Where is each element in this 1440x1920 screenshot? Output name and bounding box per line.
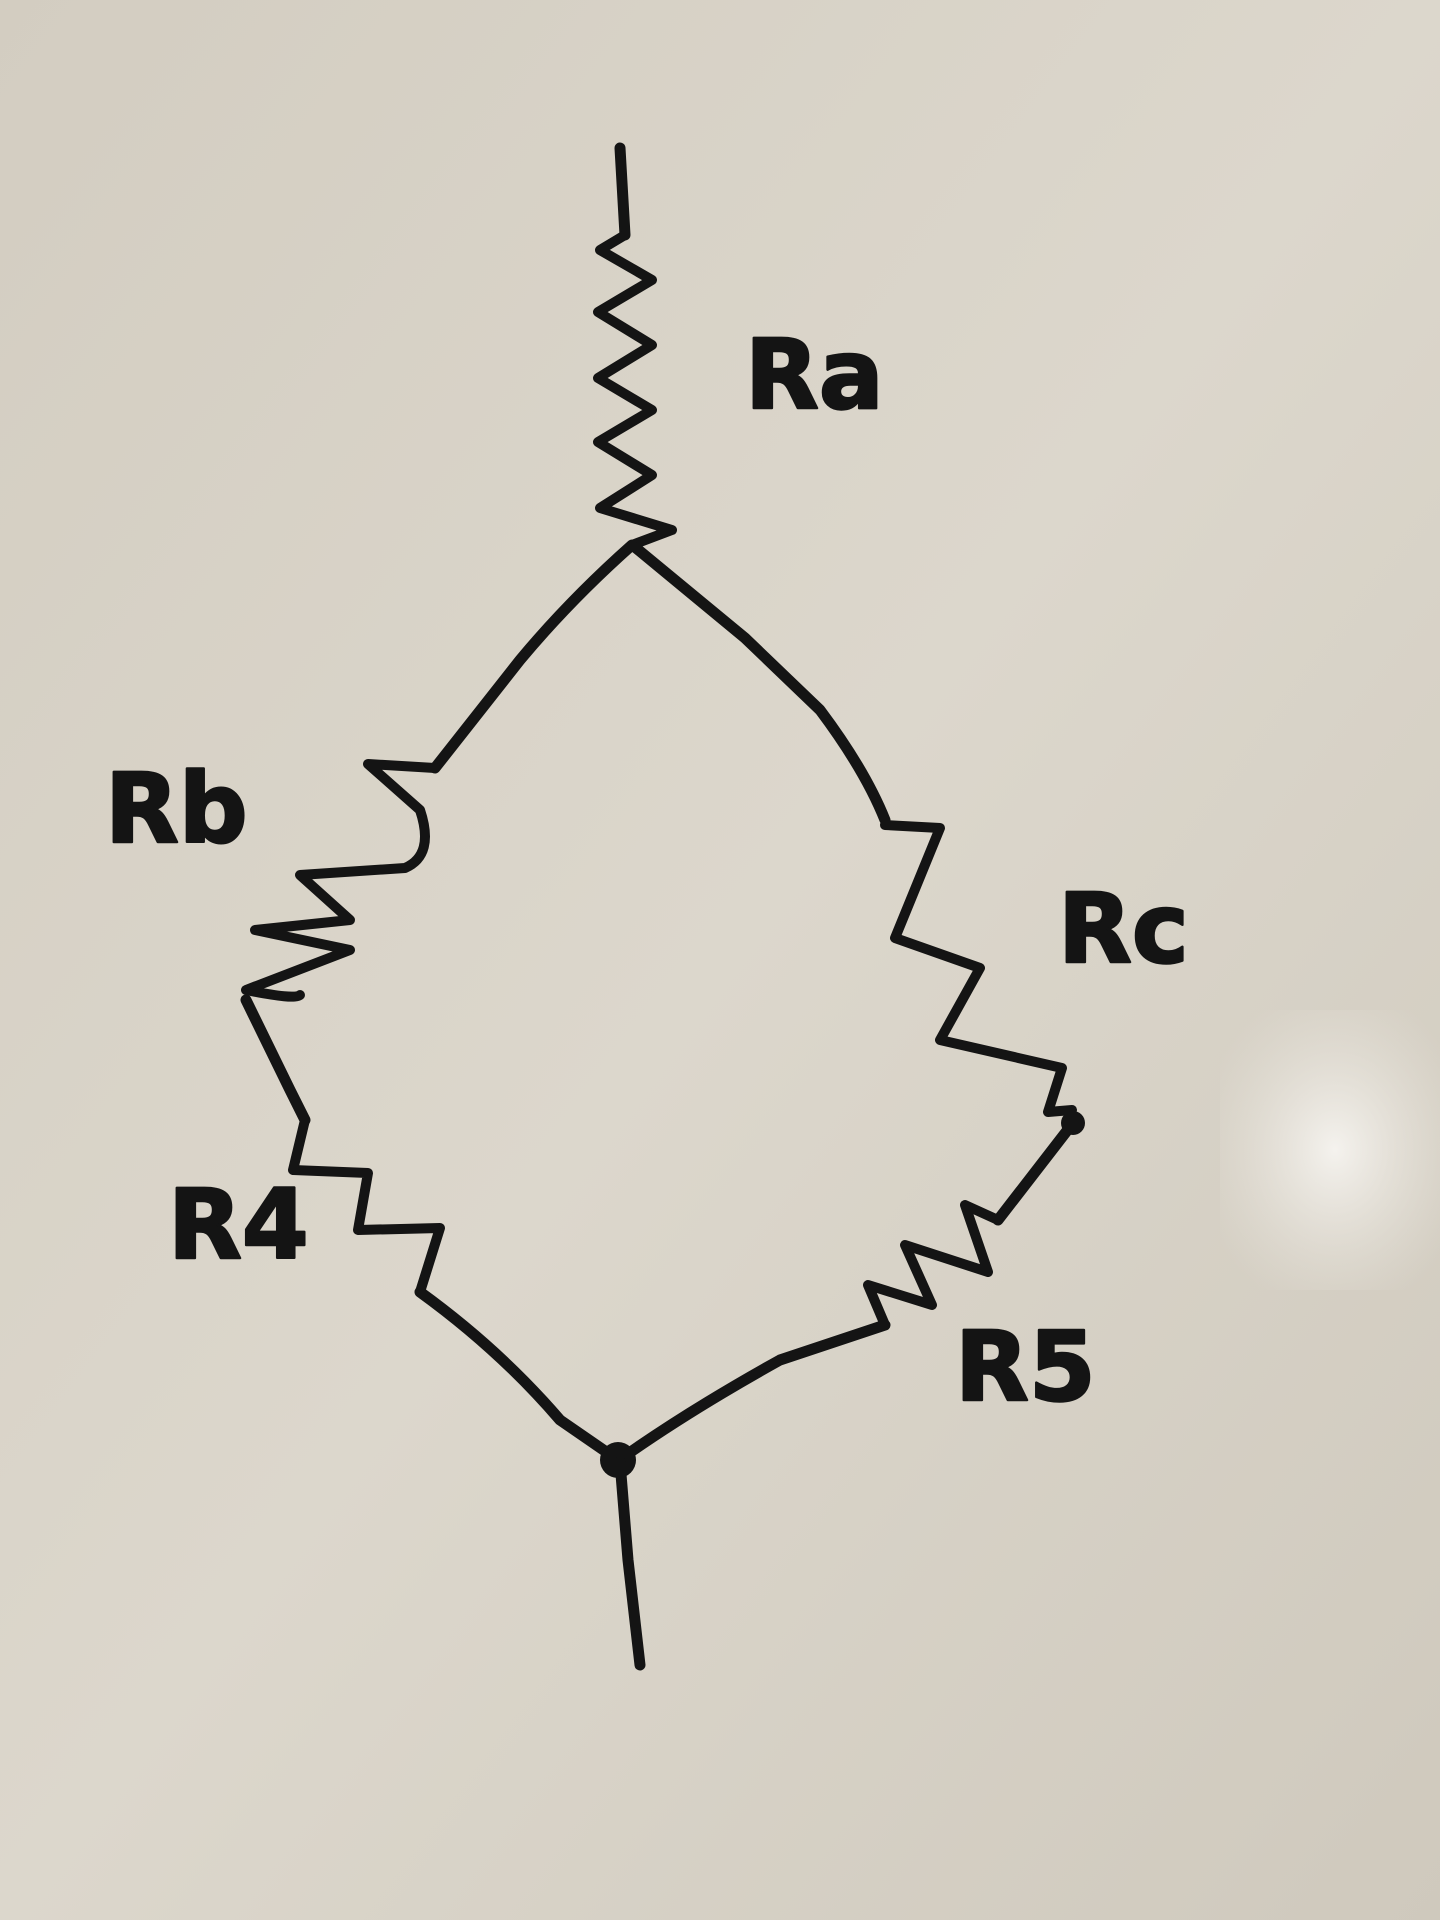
wire-top-to-rc [630,542,891,826]
light-reflection [1220,1010,1440,1290]
resistor-rc [880,820,1077,1117]
wire-top-to-rb [429,539,638,774]
label-ra: Ra [745,319,884,431]
label-r5: R5 [955,1311,1096,1423]
resistor-r4 [288,1115,445,1297]
bottom-lead-wire [614,1456,646,1671]
wire-r4-to-bottom [414,1286,624,1466]
wire-rc-to-r5 [992,1117,1079,1226]
label-rb: Rb [105,753,248,865]
resistor-ra [593,230,677,550]
wire-rb-to-r4 [240,994,311,1126]
label-r4: R4 [168,1169,309,1281]
wire-r5-to-bottom [616,1319,891,1464]
resistor-r5 [863,1200,1003,1330]
resistor-rb [241,759,440,1002]
label-rc: Rc [1058,873,1189,985]
top-lead-wire [614,142,631,241]
